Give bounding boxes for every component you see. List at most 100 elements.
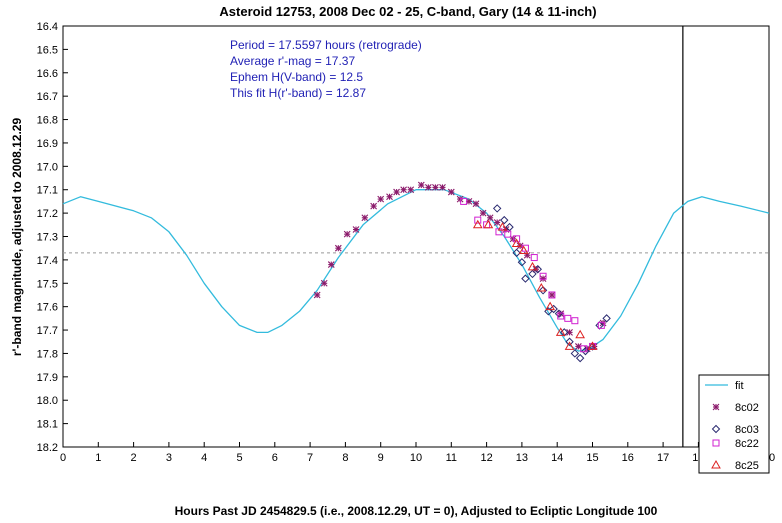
x-tick-label: 8 [342, 452, 348, 464]
point-8c22 [564, 314, 572, 322]
plot-area [62, 25, 770, 448]
point-8c22 [539, 272, 547, 280]
point-8c03 [492, 204, 502, 213]
y-tick-label: 16.8 [37, 115, 58, 127]
point-8c02 [393, 188, 400, 196]
point-8c02 [400, 186, 408, 194]
y-tick-label: 17.8 [37, 348, 58, 360]
point-8c02 [548, 291, 556, 299]
point-8c02 [343, 230, 351, 238]
point-8c03 [500, 215, 509, 225]
y-tick-label: 16.9 [37, 138, 58, 150]
y-axis-title: r'-band magnitude, adjusted to 2008.12.2… [10, 118, 24, 357]
x-tick-label: 17 [657, 452, 669, 464]
point-8c22 [571, 317, 579, 325]
point-8c25 [587, 341, 598, 350]
point-8c22 [530, 254, 538, 262]
x-axis-title: Hours Past JD 2454829.5 (i.e., 2008.12.2… [175, 504, 658, 518]
point-8c25 [527, 261, 538, 271]
y-tick-label: 17.7 [37, 325, 58, 337]
legend: fit 8c02 8c03 8c22 8c25 [698, 374, 770, 474]
annotation-ephem-h: Ephem H(V-band) = 12.5 [230, 70, 363, 84]
point-8c22 [548, 291, 556, 299]
y-tick-label: 18.1 [37, 419, 58, 431]
point-8c25 [545, 301, 556, 311]
point-8c03 [528, 269, 537, 279]
y-tick-label: 16.7 [37, 91, 58, 103]
point-8c02 [407, 186, 415, 194]
legend-markers [705, 384, 728, 469]
annotation-fit-h: This fit H(r'-band) = 12.87 [230, 86, 366, 100]
annotation-average-mag: Average r'-mag = 17.37 [230, 54, 355, 68]
point-8c03 [581, 346, 590, 356]
legend-marker-8c02 [712, 403, 720, 411]
point-8c03 [602, 314, 611, 323]
point-8c25 [511, 238, 522, 248]
point-8c03 [549, 304, 558, 314]
x-tick-label: 3 [166, 452, 172, 464]
point-8c02 [361, 214, 369, 222]
point-8c02 [352, 226, 360, 233]
legend-label-8c03: 8c03 [735, 424, 759, 436]
legend-label-8c02: 8c02 [735, 402, 759, 414]
x-tick-label: 0 [60, 452, 66, 464]
point-8c03 [570, 349, 580, 358]
point-8c03 [565, 337, 574, 346]
legend-marker-8c03 [711, 424, 721, 434]
point-8c02 [377, 195, 385, 203]
point-8c22 [460, 197, 468, 205]
y-tick-label: 17.2 [37, 208, 58, 220]
y-tick-label: 17.9 [37, 372, 58, 384]
x-tick-label: 15 [586, 452, 598, 464]
point-8c03 [512, 248, 521, 258]
legend-marker-8c22 [712, 439, 720, 447]
y-tick-label: 18.0 [37, 395, 58, 407]
annotation-period: Period = 17.5597 hours (retrograde) [230, 38, 422, 52]
point-8c02 [439, 183, 446, 191]
point-8c02 [432, 183, 439, 191]
x-tick-label: 6 [272, 452, 278, 464]
legend-box [698, 374, 770, 474]
y-tick-label: 17.6 [37, 302, 58, 314]
point-8c02 [327, 261, 335, 268]
point-8c25 [518, 245, 529, 255]
y-tick-label: 17.3 [37, 232, 58, 244]
legend-label-8c25: 8c25 [735, 460, 759, 472]
chart-title: Asteroid 12753, 2008 Dec 02 - 25, C-band… [219, 4, 596, 19]
x-tick-label: 2 [131, 452, 137, 464]
x-tick-label: 12 [480, 452, 492, 464]
point-8c03 [538, 286, 548, 295]
point-8c03 [517, 258, 527, 267]
point-8c22 [597, 321, 605, 329]
point-8c25 [472, 219, 483, 229]
x-tick-label: 9 [378, 452, 384, 464]
point-8c02 [479, 209, 487, 217]
y-tick-label: 17.4 [37, 255, 58, 267]
legend-label-8c22: 8c22 [735, 438, 759, 450]
point-8c02 [456, 195, 464, 203]
point-8c02 [472, 200, 480, 208]
x-tick-label: 13 [516, 452, 528, 464]
point-8c25 [536, 282, 547, 292]
point-8c02 [313, 291, 321, 299]
x-tick-label: 16 [622, 452, 634, 464]
x-tick-label: 4 [201, 452, 207, 464]
point-8c02 [370, 202, 378, 210]
y-tick-label: 17.1 [37, 185, 58, 197]
y-tick-label: 16.5 [37, 44, 58, 56]
y-tick-label: 17.5 [37, 278, 58, 290]
x-tick-label: 1 [95, 452, 101, 464]
point-8c03 [575, 353, 585, 363]
point-8c22 [580, 345, 588, 353]
y-tick-label: 16.6 [37, 68, 58, 80]
x-tick-label: 7 [307, 452, 313, 464]
legend-label-fit: fit [735, 380, 744, 392]
x-tick-label: 14 [551, 452, 563, 464]
point-8c25 [555, 327, 566, 336]
y-tick-label: 16.4 [37, 21, 58, 33]
y-tick-label: 18.2 [37, 442, 58, 454]
point-8c25 [483, 219, 494, 229]
point-8c02 [539, 275, 547, 282]
x-tick-label: 5 [236, 452, 242, 464]
point-8c25 [497, 222, 508, 231]
